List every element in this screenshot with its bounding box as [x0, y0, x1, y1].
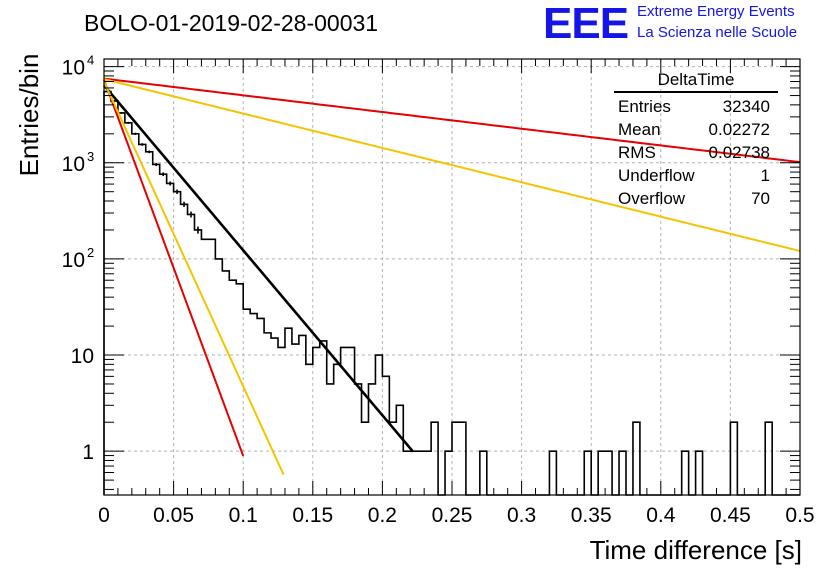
x-tick-label: 0.45: [710, 504, 751, 527]
stats-value: 0.02738: [708, 143, 770, 162]
stats-label: Mean: [618, 120, 661, 139]
y-tick-label: 10: [62, 153, 85, 176]
stats-value: 70: [751, 189, 770, 208]
x-tick-label: 0.15: [292, 504, 333, 527]
y-axis-label: Entries/bin: [14, 53, 44, 177]
x-tick-label: 0.5: [785, 504, 814, 527]
y-tick-label: 1: [82, 441, 94, 464]
y-tick-exponent: 4: [87, 53, 94, 68]
x-tick-label: 0.25: [432, 504, 473, 527]
eee-logo-line2: La Scienza nelle Scuole: [637, 24, 798, 41]
y-tick-label: 10: [71, 345, 94, 368]
fit-curve-4: [103, 78, 801, 252]
y-tick-label: 10: [62, 57, 85, 80]
stats-label: Overflow: [618, 189, 686, 208]
stats-box: DeltaTime Entries 32340 Mean 0.02272 RMS 0.…: [614, 70, 778, 210]
eee-logo-mark: EEE: [543, 0, 629, 48]
stats-row-rms: RMS 0.02738: [614, 141, 778, 164]
page-title: BOLO-01-2019-02-28-00031: [84, 10, 379, 36]
y-tick-label: 10: [62, 249, 85, 272]
fit-curve-1: [103, 79, 245, 457]
stats-row-overflow: Overflow 70: [614, 187, 778, 210]
x-tick-label: 0.35: [571, 504, 612, 527]
stats-value: 1: [760, 166, 770, 185]
eee-logo-line1: Extreme Energy Events: [637, 3, 795, 20]
fit-curve-0: [103, 84, 415, 453]
x-tick-label: 0.3: [507, 504, 536, 527]
stats-value: 32340: [722, 97, 770, 116]
x-axis-label: Time difference [s]: [589, 535, 802, 565]
stats-row-mean: Mean 0.02272: [614, 118, 778, 141]
x-tick-label: 0.4: [646, 504, 676, 527]
stats-box-title: DeltaTime: [614, 70, 778, 93]
stats-label: Entries: [618, 97, 671, 116]
fit-curves: [103, 77, 801, 476]
stats-label: Underflow: [618, 166, 695, 185]
x-tick-label: 0.1: [229, 504, 258, 527]
fit-curve-2: [103, 81, 285, 476]
stats-row-underflow: Underflow 1: [614, 164, 778, 187]
stats-row-entries: Entries 32340: [614, 95, 778, 118]
x-tick-label: 0.05: [153, 504, 194, 527]
fit-curve-3: [103, 77, 801, 164]
x-tick-label: 0: [98, 504, 110, 527]
stats-label: RMS: [618, 143, 656, 162]
axis-ticks: 0 0.05 0.1 0.15 0.2 0.25 0.3 0.35 0.4 0.45 0.5 1 10 1…: [62, 53, 815, 527]
x-tick-label: 0.2: [368, 504, 397, 527]
y-tick-exponent: 2: [87, 245, 94, 260]
y-tick-exponent: 3: [87, 149, 94, 164]
stats-value: 0.02272: [708, 120, 770, 139]
